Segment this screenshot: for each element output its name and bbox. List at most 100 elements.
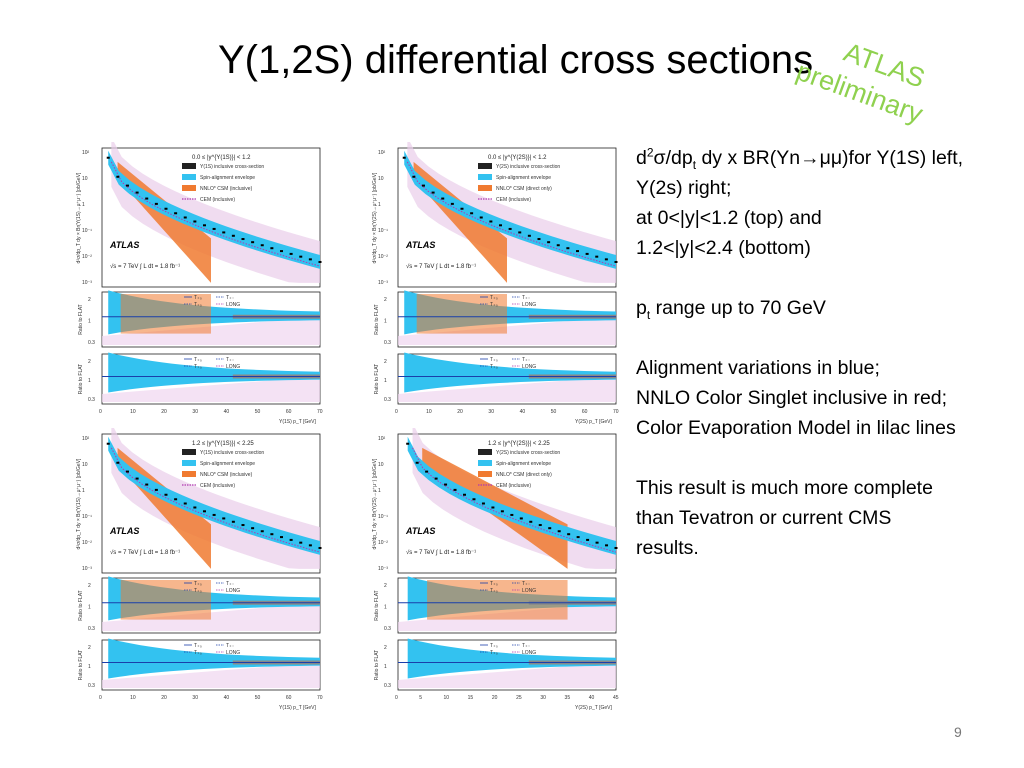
rapidity-label: 0.0 ≤ |y^{Υ(1S)}| < 1.2 [192, 155, 251, 161]
ratio-y-tick-label: 2 [384, 359, 387, 365]
data-point [498, 224, 502, 227]
x-tick-label: 20 [492, 695, 498, 701]
ratio-legend-entry: T₊₋ [522, 295, 531, 301]
ratio-y-tick-label: 0.3 [88, 397, 95, 403]
x-tick-label: 50 [255, 409, 261, 415]
x-tick-label: 0 [395, 409, 398, 415]
legend-entry: NNLO* CSM (direct only) [496, 472, 552, 478]
x-tick-label: 30 [192, 409, 198, 415]
data-point [318, 546, 322, 549]
ratio-y-tick-label: 0.3 [384, 683, 391, 689]
data-point [595, 255, 599, 258]
data-point [222, 517, 226, 520]
ratio-legend-entry: LONG [522, 302, 536, 308]
x-tick-label: 5 [419, 695, 422, 701]
data-point [470, 212, 474, 215]
y-tick-label: 10 [82, 462, 88, 468]
ratio-y-tick-label: 0.3 [88, 683, 95, 689]
atlas-logo: ATLAS [405, 240, 435, 250]
legend-swatch [478, 163, 492, 169]
data-point [270, 247, 274, 250]
energy-lumi-label: √s = 7 TeV ∫ L dt = 1.8 fb⁻¹ [110, 263, 180, 270]
ratio-legend-entry: T₊₋ [522, 643, 531, 649]
data-point [434, 477, 438, 480]
main-ylabel: d²σ/dp_T dy × Br(Υ(1S)→μ⁺μ⁻) [pb/GeV] [76, 458, 82, 549]
legend-swatch [478, 174, 492, 180]
ratio-legend: T₊₀ T₊₋ T₊₀ LONG [480, 581, 536, 594]
x-tick-label: 60 [582, 409, 588, 415]
ratio-cem-band [102, 376, 320, 402]
ratio-spin-band [404, 352, 616, 393]
ratio-y-tick-label: 2 [384, 645, 387, 651]
data-point [251, 241, 255, 244]
data-point [500, 510, 504, 513]
ratio-legend-entry: T₊₀ [194, 295, 202, 301]
x-tick-label: 30 [488, 409, 494, 415]
x-tick-label: 20 [457, 409, 463, 415]
ratio-legend: T₊₀ T₊₋ T₊₀ LONG [184, 643, 240, 656]
notes-text: d2σ/dpt dy x BR(Yn→μμ)for Y(1S) left, Y(… [636, 143, 1024, 563]
y-tick-label: 10² [82, 150, 90, 156]
legend-entry: NNLO* CSM (inclusive) [200, 472, 253, 478]
x-tick-label: 30 [540, 695, 546, 701]
ratio-nnlo-band [120, 294, 211, 334]
data-point [308, 258, 312, 261]
y-tick-label: 10⁻¹ [378, 228, 388, 234]
data-point [538, 524, 542, 527]
data-point [566, 247, 570, 250]
ratio-cem-band [398, 376, 616, 402]
x-tick-label: 40 [224, 409, 230, 415]
notes-line-1: d2σ/dpt dy x BR(Yn→μμ)for Y(1S) left, [636, 145, 964, 172]
data-point [299, 541, 303, 544]
main-legend: 0.0 ≤ |y^{Υ(1S)}| < 1.2 Υ(1S) inclusive c… [182, 155, 264, 203]
cem-line [406, 161, 617, 267]
y-tick-label: 10 [378, 176, 384, 182]
data-point [567, 533, 571, 536]
ratio-y-tick-label: 1 [384, 605, 387, 611]
data-point [116, 461, 120, 464]
data-point [519, 517, 523, 520]
data-point [193, 506, 197, 509]
x-tick-label: 30 [192, 695, 198, 701]
x-tick-label: 10 [426, 409, 432, 415]
legend-entry: NNLO* CSM (direct only) [496, 186, 552, 192]
data-point [299, 255, 303, 258]
legend-entry: Υ(2S) inclusive cross-section [496, 450, 560, 456]
data-point [412, 175, 416, 178]
data-point [508, 227, 512, 230]
y-tick-label: 1 [378, 202, 381, 208]
notes-line-7: NNLO Color Singlet inclusive in red; [636, 387, 948, 409]
legend-entry: Υ(1S) inclusive cross-section [200, 164, 264, 170]
energy-lumi-label: √s = 7 TeV ∫ L dt = 1.8 fb⁻¹ [406, 549, 476, 556]
data-point [518, 231, 522, 234]
x-tick-label: 0 [99, 695, 102, 701]
legend-swatch [182, 163, 196, 169]
x-tick-label: 70 [317, 695, 323, 701]
ratio-nnlo-band [427, 580, 568, 620]
data-point [202, 224, 206, 227]
data-point [116, 175, 120, 178]
y-tick-label: 10⁻¹ [82, 514, 92, 520]
ratio-legend: T₊₀ T₊₋ T₊₀ LONG [184, 295, 240, 308]
ratio-y-tick-label: 2 [88, 359, 91, 365]
ratio-legend: T₊₀ T₊₋ T₊₀ LONG [480, 295, 536, 308]
data-point [231, 234, 235, 237]
data-point [605, 544, 609, 547]
y-tick-label: 10⁻³ [378, 566, 388, 572]
data-point [444, 483, 448, 486]
data-point [481, 502, 485, 505]
y-tick-label: 10² [378, 150, 386, 156]
page-number: 9 [954, 724, 962, 740]
ratio-legend: T₊₀ T₊₋ T₊₀ LONG [480, 643, 536, 656]
data-point [604, 258, 608, 261]
y-tick-label: 10⁻³ [82, 280, 92, 286]
ratio-ylabel: Ratio to FLAT [374, 590, 380, 620]
cem-line [110, 161, 321, 267]
ratio-y-tick-label: 1 [384, 319, 387, 325]
ratio-legend-entry: T₊₀ [194, 302, 202, 308]
x-tick-label: 35 [565, 695, 571, 701]
notes-line-3: at 0<|y|<1.2 (top) and [636, 207, 822, 229]
ratio-legend-entry: T₊₋ [226, 295, 235, 301]
data-point [251, 527, 255, 530]
data-point [145, 483, 149, 486]
